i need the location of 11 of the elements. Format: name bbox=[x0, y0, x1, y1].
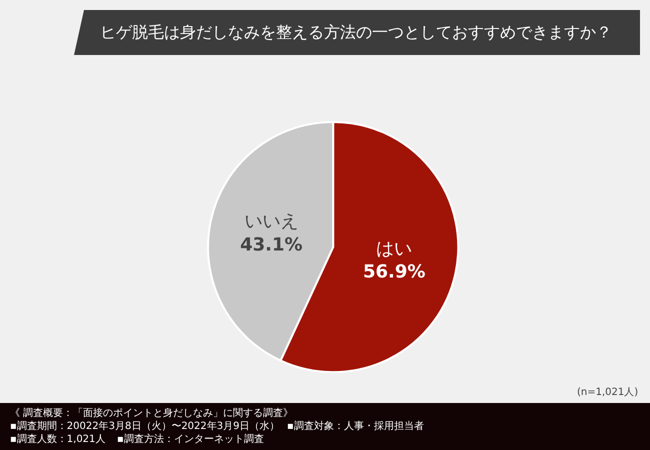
text: ▪調査対象：人事・採用担当者 bbox=[287, 420, 424, 432]
data-label: 43.1% bbox=[240, 234, 303, 256]
text: ▪調査人数：1,021人 bbox=[10, 433, 106, 445]
text: 《 調査概要：「面接のポイントと身だしなみ」に関する調査》 bbox=[10, 407, 294, 419]
slice-label: はい bbox=[376, 238, 412, 260]
text: ▪調査期間：20022年3月8日（火）〜2022年3月9日（水） bbox=[10, 420, 280, 432]
slice-label: いいえ bbox=[244, 211, 298, 232]
text: ▪調査方法：インターネット調査 bbox=[117, 433, 264, 445]
chart-title: ヒゲ脱毛は身だしなみを整える方法の一つとしておすすめできますか？ bbox=[100, 22, 612, 42]
data-label: 56.9% bbox=[362, 262, 426, 283]
text: (n=1,021人) bbox=[577, 387, 638, 398]
